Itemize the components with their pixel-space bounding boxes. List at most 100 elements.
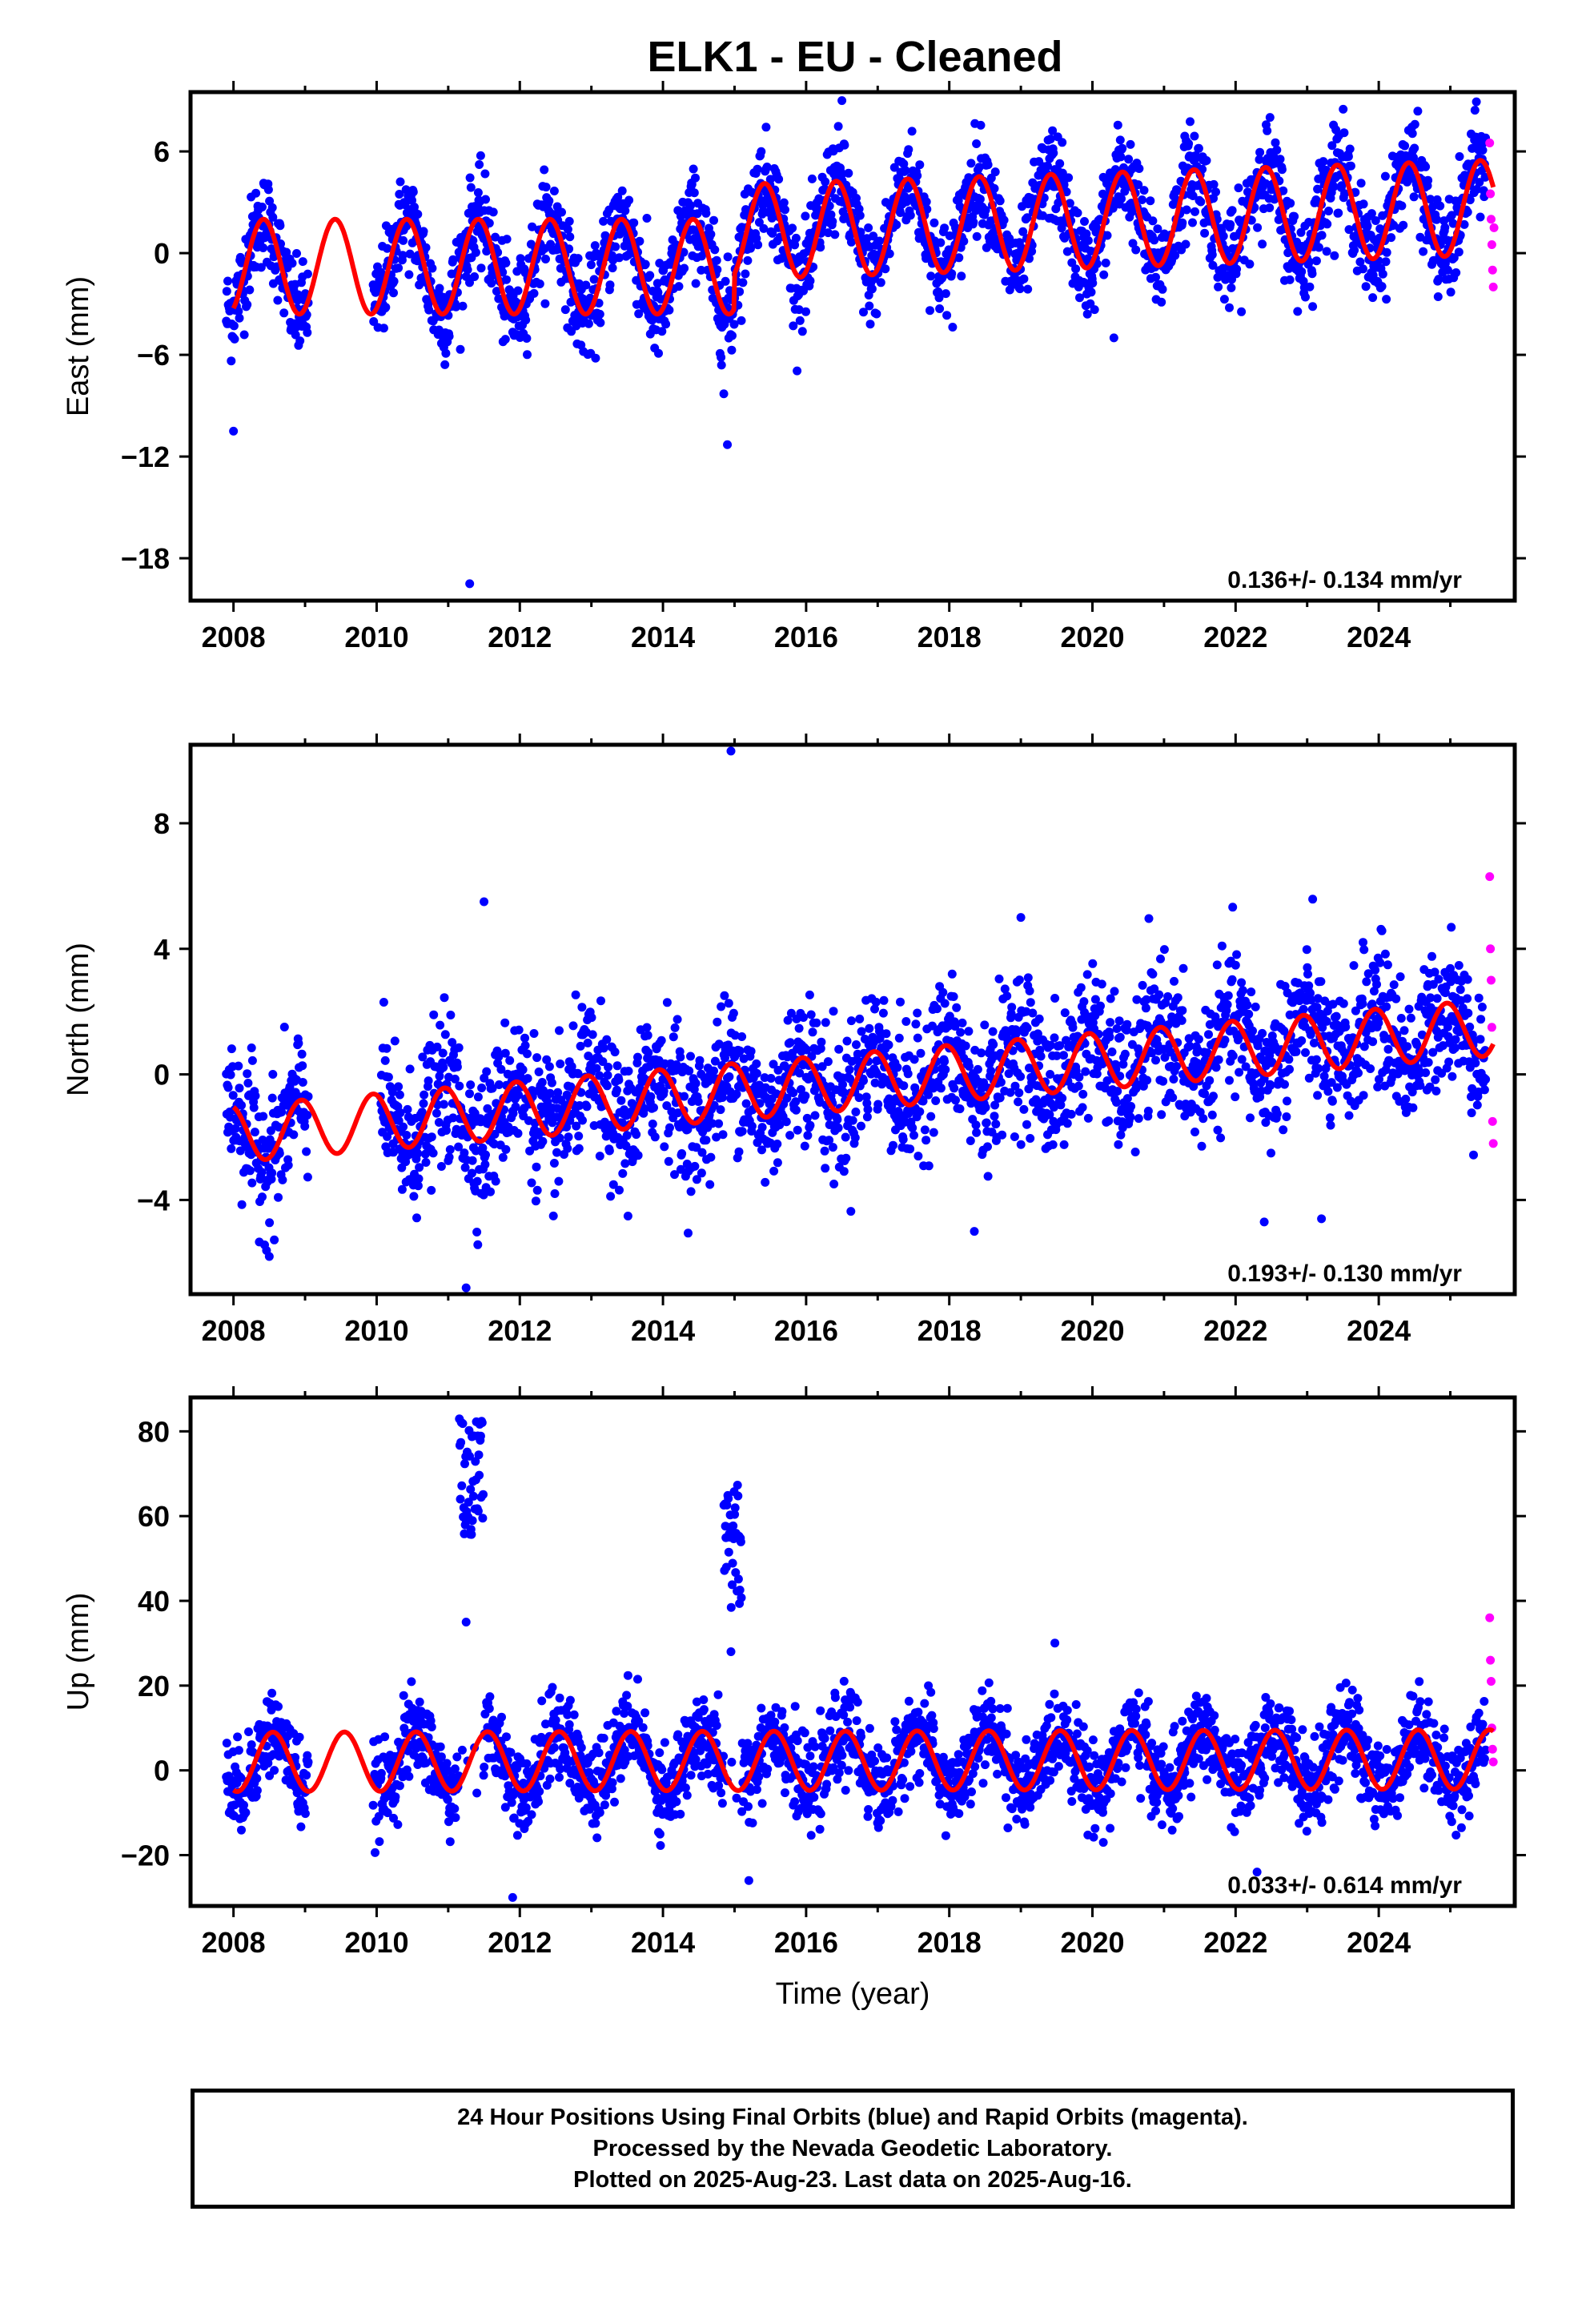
point-final — [759, 223, 769, 233]
x-tick-label: 2010 — [344, 621, 408, 653]
point-final — [1118, 143, 1127, 153]
point-final — [786, 1008, 796, 1018]
point-final — [1204, 1030, 1213, 1039]
point-final — [1228, 1051, 1238, 1060]
point-final — [500, 1048, 510, 1058]
point-final — [802, 1113, 812, 1123]
point-final — [1078, 1089, 1088, 1099]
point-final — [235, 313, 244, 323]
point-final — [581, 280, 591, 290]
point-final — [613, 192, 623, 202]
point-final — [1423, 1058, 1433, 1068]
point-final — [1334, 208, 1343, 218]
point-final — [752, 1059, 761, 1068]
point-final — [520, 1033, 529, 1043]
point-final — [265, 196, 275, 206]
point-final — [277, 1108, 287, 1117]
point-final — [523, 1074, 532, 1084]
point-final — [466, 183, 476, 192]
point-final — [1016, 1140, 1026, 1149]
point-final — [1327, 141, 1337, 151]
point-final — [634, 309, 644, 319]
point-final — [303, 269, 312, 279]
point-final — [762, 163, 772, 171]
point-final — [552, 1112, 561, 1122]
point-final — [409, 1192, 419, 1201]
point-final — [468, 1156, 477, 1165]
point-final — [1469, 1150, 1478, 1160]
point-final — [829, 1180, 839, 1188]
point-final — [227, 1144, 236, 1153]
point-final — [1407, 129, 1417, 139]
point-final — [1465, 195, 1475, 205]
point-final — [1202, 156, 1211, 165]
point-final — [1138, 980, 1147, 990]
point-final — [1104, 1116, 1114, 1126]
point-final — [473, 1092, 483, 1102]
point-final — [465, 1089, 474, 1099]
point-final — [728, 331, 737, 340]
point-final — [432, 1108, 441, 1118]
point-final — [1116, 152, 1126, 162]
point-final — [789, 321, 798, 331]
point-final — [921, 1136, 931, 1145]
point-final — [303, 1172, 312, 1182]
point-final — [851, 1108, 861, 1116]
point-final — [523, 1049, 532, 1059]
point-final — [1014, 1097, 1023, 1107]
point-final — [1375, 958, 1385, 967]
point-final — [1082, 970, 1092, 979]
point-final — [452, 1124, 461, 1134]
point-final — [259, 243, 268, 252]
point-final — [1191, 207, 1199, 216]
point-final — [729, 320, 739, 329]
point-final — [863, 1104, 873, 1114]
point-final — [1423, 175, 1433, 185]
point-final — [757, 1123, 767, 1132]
point-final — [976, 120, 986, 130]
point-final — [419, 227, 428, 236]
point-final — [1452, 268, 1461, 277]
point-final — [924, 1090, 934, 1100]
point-final — [575, 1101, 584, 1110]
point-final — [662, 998, 672, 1007]
point-final — [964, 1027, 974, 1036]
point-final — [875, 236, 884, 246]
point-final — [889, 163, 899, 172]
point-final — [1403, 1042, 1412, 1051]
point-final — [1397, 201, 1407, 211]
point-final — [1344, 1111, 1354, 1120]
point-final — [223, 1083, 233, 1092]
point-final — [1349, 961, 1359, 971]
point-final — [810, 1111, 820, 1120]
point-final — [622, 1131, 632, 1140]
point-final — [865, 1023, 874, 1033]
point-final — [596, 996, 605, 1006]
point-final — [865, 320, 875, 329]
point-final — [1006, 1009, 1016, 1019]
point-final — [256, 263, 266, 272]
point-final — [820, 1146, 829, 1156]
point-final — [928, 1021, 937, 1031]
point-final — [1074, 1081, 1083, 1091]
point-final — [1404, 1004, 1414, 1014]
point-final — [805, 990, 814, 999]
point-final — [512, 267, 522, 276]
point-final — [975, 195, 985, 204]
point-final — [1071, 264, 1081, 274]
point-final — [1476, 1015, 1486, 1024]
point-final — [1219, 295, 1229, 304]
point-final — [1337, 181, 1347, 191]
point-final — [1265, 113, 1275, 123]
point-final — [1368, 1037, 1378, 1047]
point-final — [1467, 1108, 1476, 1118]
point-final — [1225, 303, 1234, 312]
point-final — [273, 296, 283, 305]
point-final — [542, 1055, 552, 1064]
point-final — [828, 217, 837, 226]
point-final — [491, 1176, 500, 1186]
point-final — [806, 1010, 816, 1019]
data-points-east — [222, 96, 1499, 589]
point-final — [295, 336, 305, 346]
point-final — [514, 1090, 524, 1100]
